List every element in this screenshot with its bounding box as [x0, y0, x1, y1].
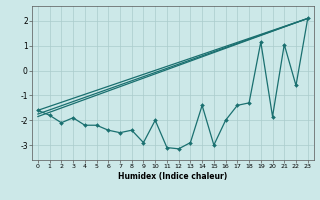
X-axis label: Humidex (Indice chaleur): Humidex (Indice chaleur): [118, 172, 228, 181]
